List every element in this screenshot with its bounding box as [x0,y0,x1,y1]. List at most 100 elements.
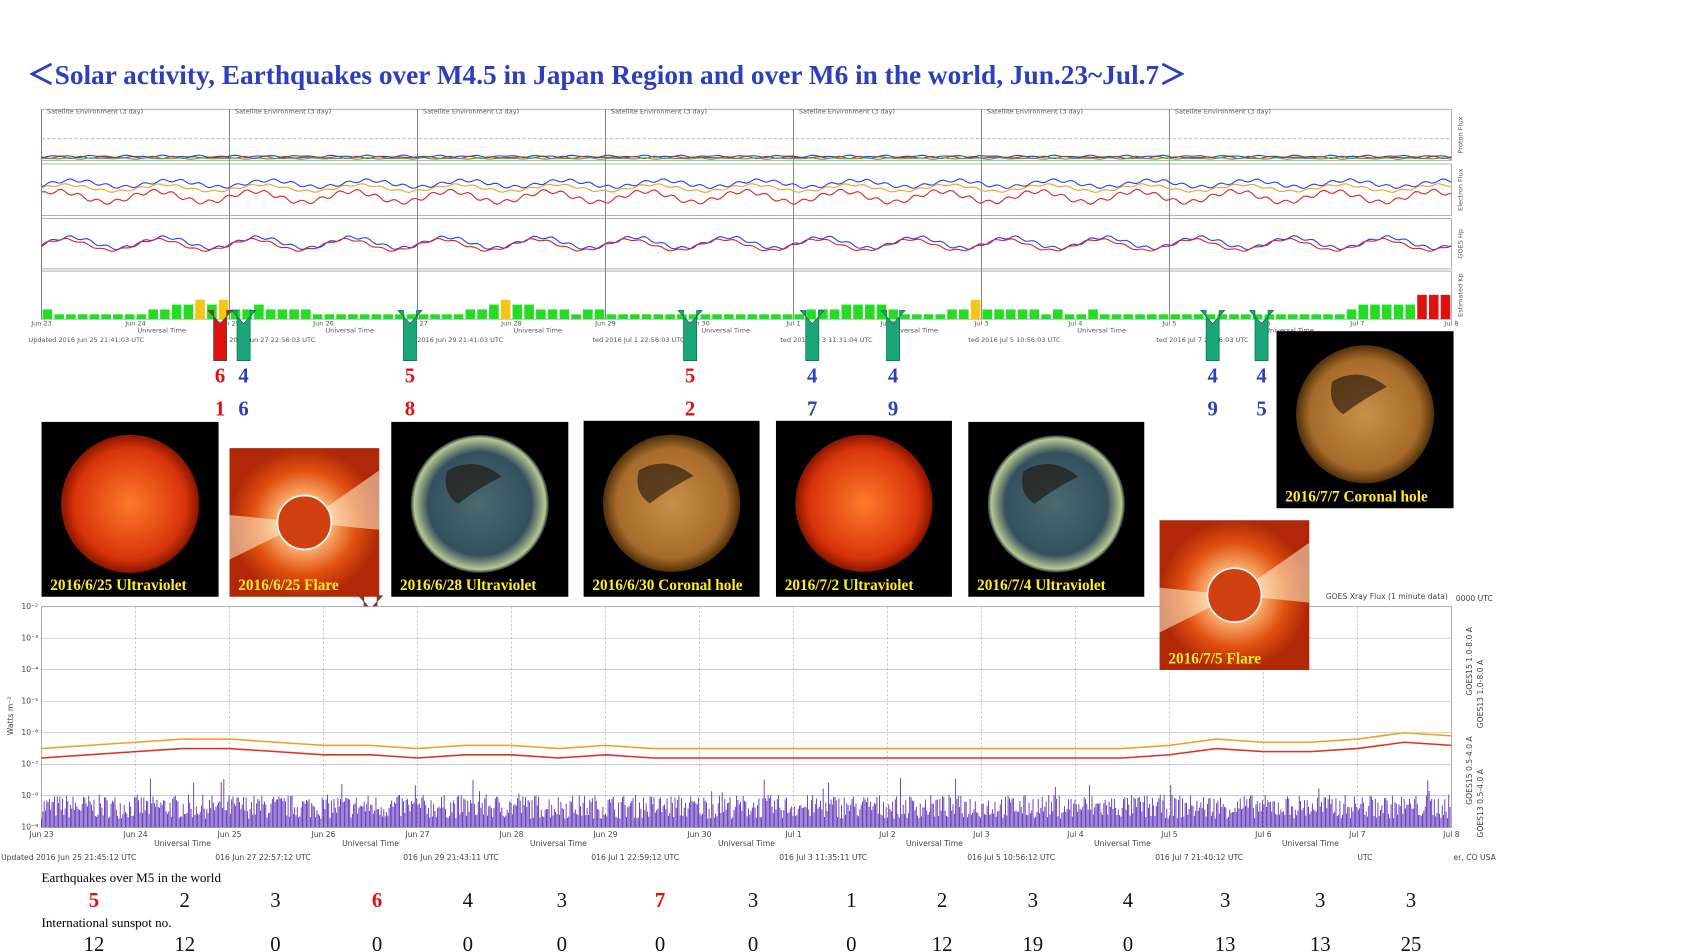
kp-bar [1217,314,1228,320]
quake-count: 4 [1123,890,1134,912]
kp-bar [265,309,276,320]
solar-image: 2016/7/4 Ultraviolet [968,421,1145,597]
kp-bar [89,314,100,320]
flare-rays [1159,542,1310,633]
magnitude-digit: 9 [888,398,898,420]
sunspot-count: 13 [1310,934,1331,952]
kp-bar [1029,309,1040,320]
day-label: Jul 5 [1161,320,1176,328]
image-caption: 2016/7/2 Ultraviolet [785,577,915,594]
panel-title: Satellite Environment (3 day) [235,108,331,116]
kp-bar [489,304,499,320]
trace [41,157,1452,160]
image-caption: 2016/6/25 Flare [238,577,339,594]
y-tick-label: 10⁻² [21,602,38,611]
arrow [207,310,233,362]
quake-count: 3 [557,890,567,912]
kp-bar [876,304,887,320]
trace [41,237,1452,252]
updated-label: UTC [1357,853,1372,862]
kp-bar [559,309,570,320]
sunspot-count: 0 [655,934,665,952]
dark-region [637,463,694,504]
magnitude-digit: 5 [405,366,415,388]
day-label: Jul 6 [1254,830,1272,839]
kp-bar [1135,314,1145,320]
kp-bar [54,314,64,320]
quake-count: 5 [89,890,99,912]
kp-bar [371,314,382,320]
day-label: Jun 27 [406,320,428,328]
kp-bar [1346,309,1357,320]
kp-bar [1393,304,1404,320]
kp-bar [724,314,734,320]
kp-bar [735,314,746,320]
updated-label: 016 Jun 29 21:43:11 UTC [403,853,498,862]
quake-count: 7 [655,890,665,912]
side-label: GOES13 0.5-4.0 A [1476,768,1485,837]
magnitude-digit: 2 [685,398,695,420]
panel-title: Satellite Environment (3 day) [987,108,1083,116]
arrow [397,310,423,362]
sunspot-count: 0 [1123,934,1133,952]
kp-bar [712,314,722,320]
day-label: Jun 23 [30,320,52,328]
dark-region [1022,464,1079,504]
panel-row [41,218,1452,270]
sun-disk [61,434,200,573]
updated-label: ted 2016 Jul 1 22:56:03 UTC [592,336,685,344]
panel-title: Satellite Environment (3 day) [611,108,707,116]
updated-label: Updated 2016 Jun 25 21:41:03 UTC [28,336,144,344]
magnitude-digit: 5 [1256,398,1266,420]
magnitude-digit: 4 [888,366,898,388]
kp-bar [500,299,511,320]
y-tick-label: 10⁻⁴ [21,665,38,674]
magnitude-digit: 4 [1256,366,1266,388]
time-label: Universal Time [1282,839,1339,848]
quake-count: 3 [1220,890,1230,912]
kp-bar [395,314,405,320]
solar-image: 2016/7/2 Ultraviolet [775,420,952,597]
kp-bar [935,314,946,320]
quake-count: 3 [748,890,758,912]
kp-bar [641,314,652,320]
updated-label: ted 2016 Jul 3 11:31:04 UTC [780,336,873,344]
updated-label: Updated 2016 Jun 25 21:45:12 UTC [1,853,136,862]
kp-bar [1053,309,1063,320]
time-label: Universal Time [325,326,374,334]
kp-bar [218,299,229,320]
arrow [230,310,257,362]
y-axis-label: Watts m⁻² [6,697,15,736]
time-label: Universal Time [1077,326,1126,334]
kp-bar [124,314,135,320]
sunspot-count: 12 [932,934,953,952]
kp-bar [1193,314,1204,320]
updated-label: ted 2016 Jun 29 21:41:03 UTC [404,336,503,344]
sunspot-count: 25 [1401,934,1422,952]
kp-bar [1182,314,1192,320]
magnitude-digit: 9 [1207,398,1217,420]
kp-bar [829,309,840,320]
updated-label: ted 2016 Jul 5 10:56:03 UTC [968,336,1061,344]
kp-bar [383,314,393,320]
kp-bar [348,314,358,320]
day-label: Jun 24 [124,320,146,328]
image-caption: 2016/7/7 Coronal hole [1285,489,1428,506]
kp-bar [630,314,640,320]
xray-line [41,731,1452,750]
image-caption: 2016/6/25 Ultraviolet [50,577,187,594]
day-label: Jun 28 [498,830,523,839]
sunspot-count: 0 [846,934,856,952]
day-label: Jul 2 [878,830,896,839]
kp-bar [524,304,534,320]
kp-bar [1170,314,1181,320]
day-label: Jun 24 [122,830,147,839]
day-label: Jul 8 [1443,320,1458,328]
kp-bar [1252,314,1263,320]
kp-bar [66,314,76,320]
image-caption: 2016/7/5 Flare [1168,650,1261,667]
day-label: Jun 29 [592,830,617,839]
panel-title: Satellite Environment (3 day) [423,108,519,116]
panel-row [41,270,1452,320]
kp-bar [1311,314,1322,320]
